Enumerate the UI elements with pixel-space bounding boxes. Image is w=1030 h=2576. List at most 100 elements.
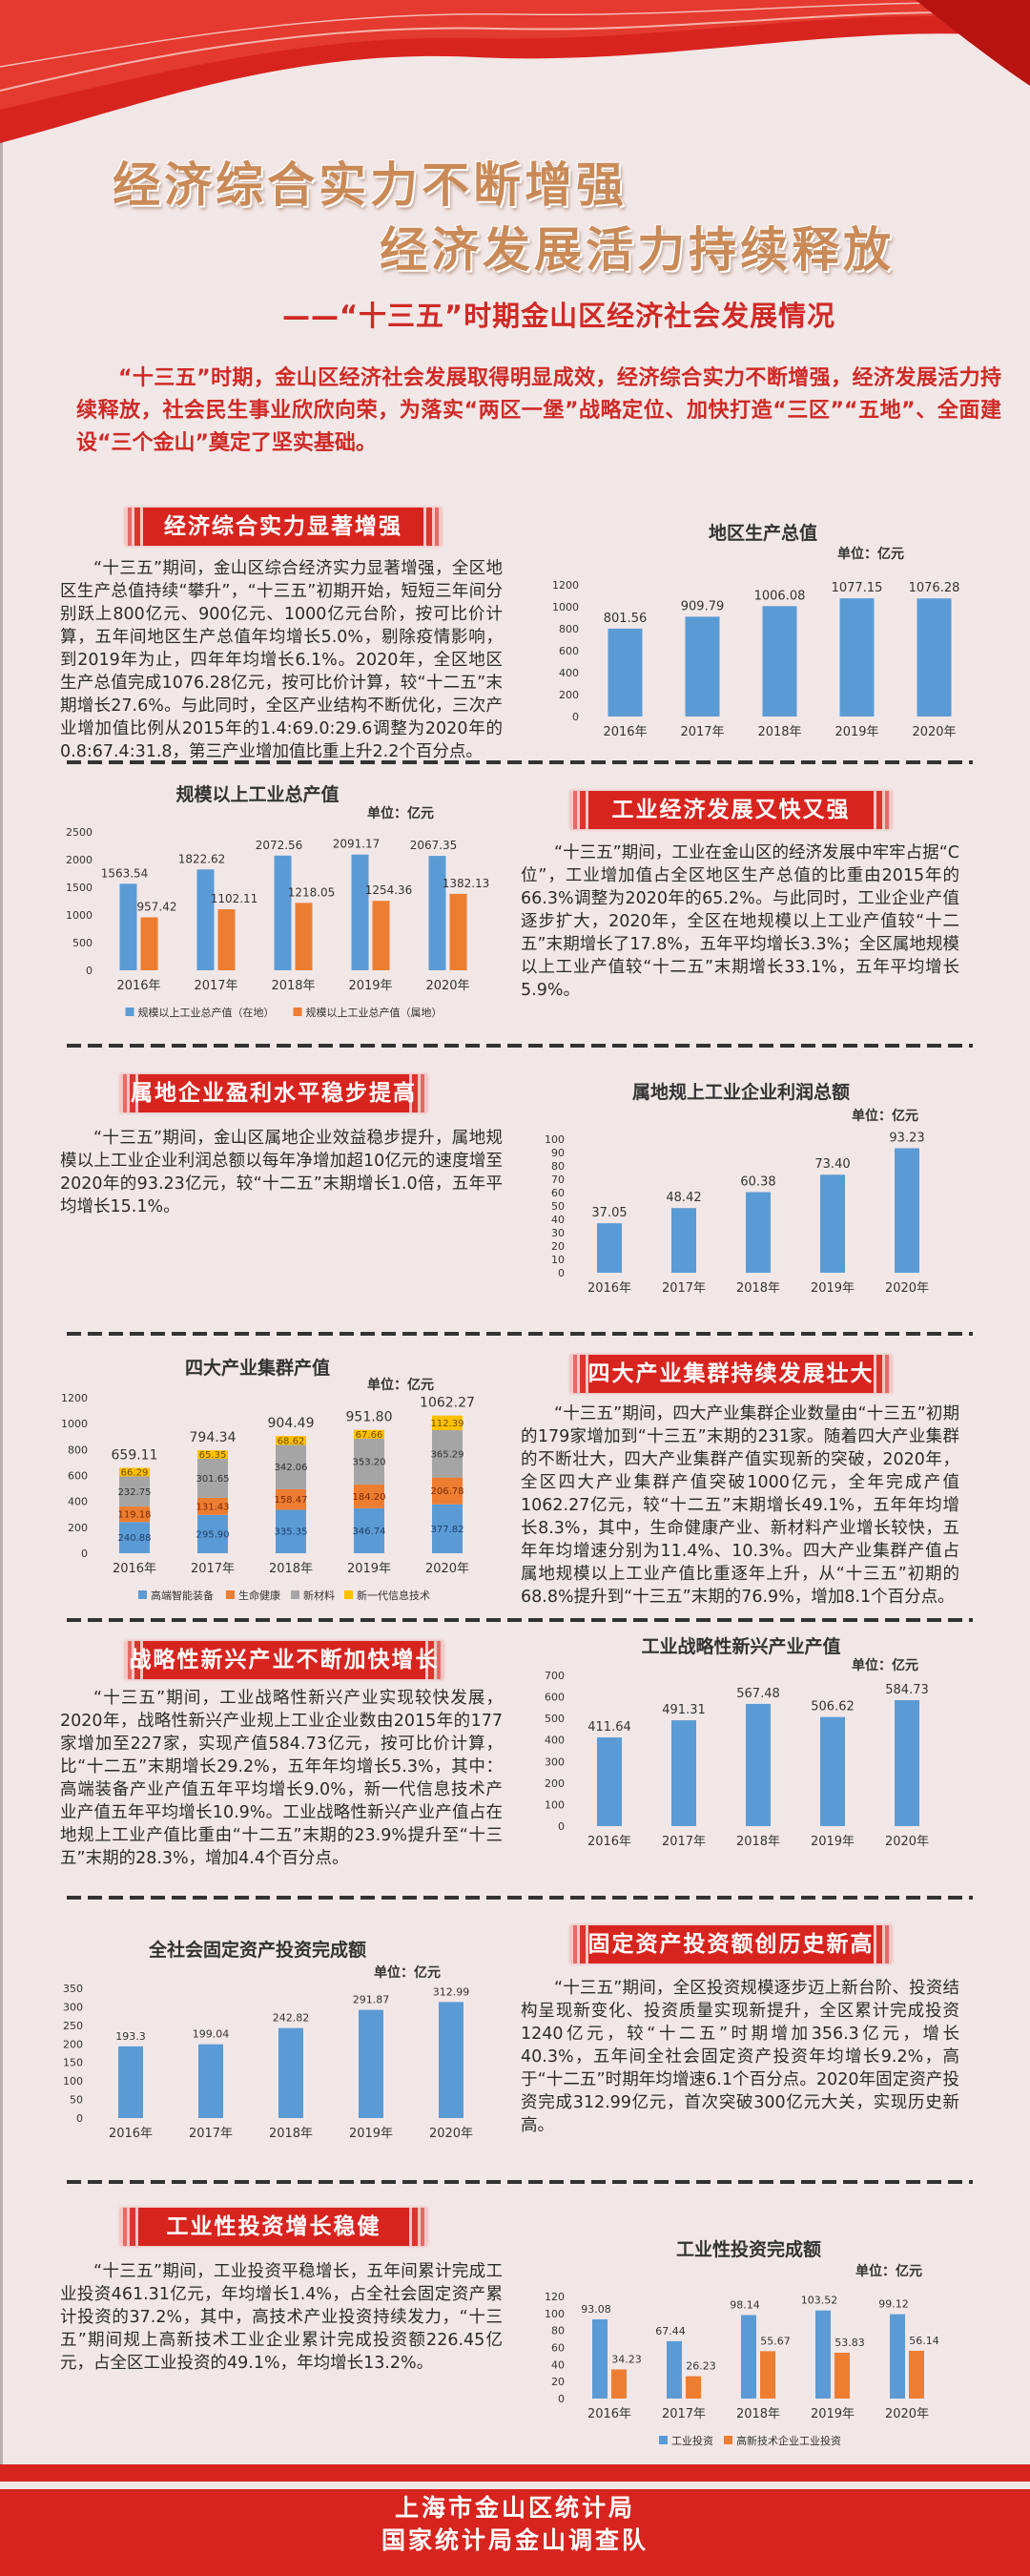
x-tick-label: 2017年 (662, 2407, 706, 2421)
bar-value-label: 53.83 (834, 2337, 865, 2349)
bar (439, 2002, 464, 2118)
bar-segment (276, 1444, 306, 1489)
total-value-label: 951.80 (346, 1410, 393, 1425)
legend-swatch (138, 1590, 147, 1599)
footer-org-2: 国家统计局金山调查队 (381, 2526, 649, 2554)
y-tick-label: 1500 (66, 882, 93, 894)
y-tick-label: 0 (76, 2112, 83, 2125)
chart-title: 属地规上工业企业利润总额 (632, 1081, 850, 1103)
bar-value-label: 909.79 (681, 599, 725, 613)
footer-stripe (0, 2482, 1030, 2489)
y-tick-label: 100 (545, 1798, 565, 1811)
y-tick-label: 0 (558, 1820, 565, 1833)
section-heading-clusters: 四大产业集群持续发展壮大 (570, 1355, 892, 1393)
y-tick-label: 800 (559, 623, 579, 635)
bar-segment (119, 1467, 150, 1477)
bar (351, 854, 369, 970)
y-tick-label: 600 (559, 645, 579, 657)
bar-value-label: 957.42 (137, 900, 177, 913)
chart-unit-label: 单位：亿元 (367, 805, 434, 821)
bar (274, 855, 292, 970)
section-text-economy: “十三五”期间，金山区综合经济实力显著增强，全区地区生产总值持续“攀升”，“十三… (60, 559, 503, 761)
x-tick-label: 2017年 (680, 725, 724, 739)
y-tick-label: 80 (551, 2325, 565, 2337)
bar (597, 1737, 622, 1826)
bar-value-label: 34.23 (611, 2353, 642, 2365)
bar (667, 2340, 682, 2399)
y-tick-label: 90 (551, 1147, 565, 1159)
total-value-label: 794.34 (190, 1430, 237, 1445)
bar-value-label: 98.14 (730, 2298, 760, 2311)
bar-segment (354, 1429, 384, 1439)
segment-value-label: 112.39 (431, 1419, 464, 1429)
y-tick-label: 40 (551, 2358, 565, 2371)
bar (597, 1223, 622, 1273)
x-tick-label: 2019年 (811, 2407, 855, 2421)
y-tick-label: 0 (86, 965, 93, 977)
bar-value-label: 2072.56 (256, 839, 303, 852)
segment-value-label: 335.35 (275, 1527, 308, 1538)
y-tick-label: 40 (551, 1214, 565, 1226)
x-tick-label: 2020年 (425, 1562, 469, 1576)
y-tick-label: 400 (559, 667, 579, 679)
segment-value-label: 184.20 (353, 1492, 386, 1503)
bar-value-label: 584.73 (885, 1683, 929, 1697)
chart-title: 规模以上工业总产值 (175, 783, 339, 805)
chart-unit-label: 单位：亿元 (855, 2263, 922, 2279)
segment-value-label: 301.65 (196, 1474, 230, 1485)
legend-label: 规模以上工业总产值（在地） (138, 1006, 275, 1019)
legend-swatch (344, 1590, 353, 1599)
x-tick-label: 2017年 (662, 1281, 706, 1296)
segment-value-label: 119.18 (118, 1510, 152, 1521)
bar (760, 2351, 775, 2399)
segment-value-label: 365.29 (431, 1449, 464, 1460)
dashed-divider (67, 2180, 973, 2184)
bar (685, 616, 720, 717)
bar (890, 2314, 905, 2399)
y-tick-label: 300 (63, 2001, 83, 2013)
bar-value-label: 93.08 (581, 2303, 611, 2316)
y-tick-label: 150 (63, 2057, 83, 2069)
section-heading-industrial-investment: 工业性投资增长稳健 (120, 2208, 427, 2246)
segment-value-label: 353.20 (353, 1457, 386, 1467)
bar (820, 1174, 845, 1273)
y-tick-label: 50 (551, 1200, 565, 1213)
x-tick-label: 2020年 (912, 725, 956, 739)
bar (140, 917, 158, 970)
y-tick-label: 20 (551, 2376, 565, 2388)
x-tick-label: 2019年 (834, 725, 878, 739)
y-tick-label: 2500 (66, 826, 93, 839)
bar-value-label: 1254.36 (365, 883, 413, 897)
y-tick-label: 500 (72, 937, 93, 949)
bar (895, 1148, 919, 1273)
dashed-divider (67, 1332, 973, 1336)
left-border (0, 0, 3, 2576)
y-tick-label: 300 (545, 1755, 565, 1768)
top-ribbon-decoration (0, 0, 1030, 143)
bar (895, 1700, 919, 1826)
segment-value-label: 68.62 (278, 1436, 305, 1446)
legend-swatch (293, 1008, 302, 1016)
section-heading-economy: 经济综合实力显著增强 (125, 508, 442, 546)
y-tick-label: 30 (551, 1227, 565, 1239)
y-tick-label: 200 (545, 1777, 565, 1790)
x-tick-label: 2017年 (662, 1835, 706, 1849)
x-tick-label: 2016年 (587, 2407, 631, 2421)
bar (839, 598, 875, 717)
legend-label: 工业投资 (671, 2434, 713, 2447)
segment-value-label: 342.06 (275, 1463, 308, 1473)
y-tick-label: 0 (572, 711, 579, 723)
y-tick-label: 1000 (61, 1418, 88, 1430)
x-tick-label: 2018年 (271, 979, 315, 993)
dashed-divider (67, 760, 973, 764)
bar-value-label: 56.14 (909, 2335, 939, 2347)
section-heading-strategic: 战略性新兴产业不断加快增长 (125, 1641, 443, 1679)
y-tick-label: 70 (551, 1174, 565, 1186)
bar-value-label: 1006.08 (754, 589, 806, 603)
y-tick-label: 80 (551, 1160, 565, 1173)
legend-label: 新材料 (303, 1589, 335, 1602)
main-title-line1: 经济综合实力不断增强 (113, 157, 628, 213)
segment-value-label: 240.88 (118, 1533, 152, 1544)
y-tick-label: 200 (68, 1522, 88, 1534)
